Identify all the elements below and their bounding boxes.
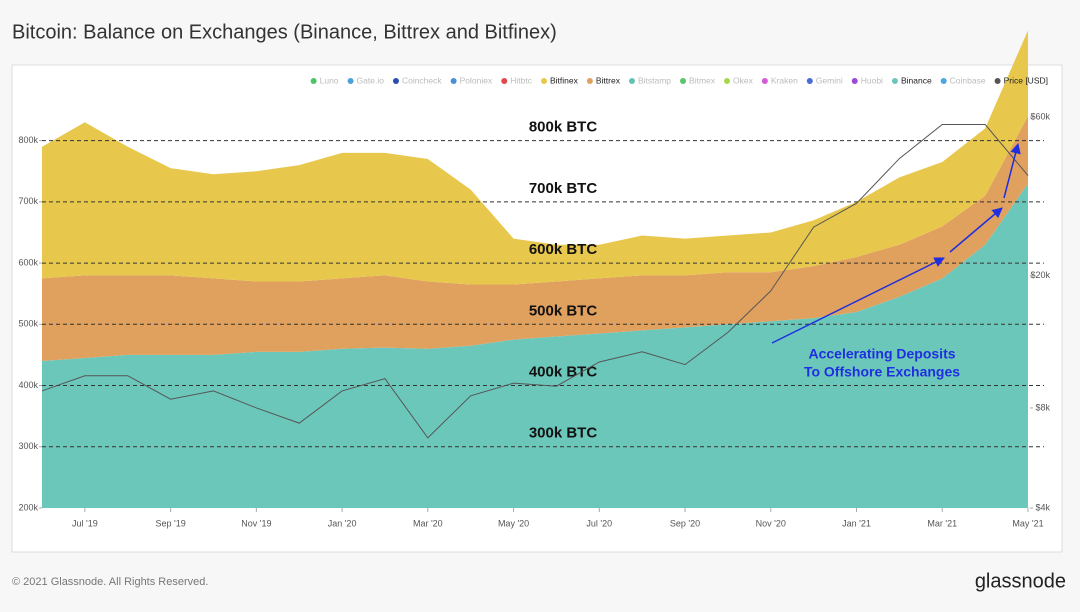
- legend-swatch: [680, 78, 687, 84]
- reference-label: 400k BTC: [529, 364, 598, 381]
- legend-label: Gemini: [816, 75, 843, 85]
- legend-label: Price [USD]: [1004, 75, 1048, 85]
- x-tick-label: Sep '20: [670, 518, 700, 528]
- y-tick-label: 300k: [18, 441, 38, 451]
- y-tick-label: 400k: [18, 380, 38, 390]
- chart-title: Bitcoin: Balance on Exchanges (Binance, …: [12, 21, 557, 43]
- y2-tick-label: $8k: [1035, 402, 1050, 412]
- legend-swatch: [628, 78, 635, 84]
- area: [42, 30, 1028, 285]
- x-tick-label: Nov '20: [756, 518, 786, 528]
- area: [42, 183, 1028, 508]
- y2-tick-label: $20k: [1030, 270, 1050, 280]
- legend-swatch: [761, 78, 768, 84]
- legend-label: Luno: [320, 75, 339, 85]
- x-tick-label: Nov '19: [241, 518, 271, 528]
- y-tick-label: 200k: [18, 502, 38, 512]
- x-tick-label: May '21: [1012, 518, 1043, 528]
- arrow: [1003, 142, 1021, 199]
- legend-swatch: [940, 78, 947, 84]
- y-tick-label: 600k: [18, 257, 38, 267]
- reference-label: 700k BTC: [529, 180, 598, 197]
- legend-swatch: [540, 78, 547, 84]
- x-tick-label: Mar '20: [413, 518, 443, 528]
- legend-swatch: [851, 78, 858, 84]
- legend-label: Coinbase: [950, 75, 986, 85]
- x-tick-label: Jul '19: [72, 518, 98, 528]
- legend-label: Huobi: [861, 75, 883, 85]
- annotation: To Offshore Exchanges: [804, 364, 960, 380]
- legend-label: Binance: [901, 75, 932, 85]
- legend-swatch: [310, 78, 317, 84]
- annotation: Accelerating Deposits: [808, 346, 955, 362]
- legend-label: Poloniex: [460, 75, 493, 85]
- reference-label: 500k BTC: [529, 302, 598, 319]
- legend-label: Kraken: [771, 75, 798, 85]
- x-tick-label: Jul '20: [586, 518, 612, 528]
- legend-label: Hitbtc: [510, 75, 532, 85]
- logo: glassnode: [975, 570, 1066, 592]
- y-tick-label: 700k: [18, 196, 38, 206]
- y-tick-label: 800k: [18, 135, 38, 145]
- y-tick-label: 500k: [18, 319, 38, 329]
- plot: 300k BTC 400k BTC 500k BTC 600k BTC 700k BTC…: [18, 30, 1050, 528]
- legend-swatch: [347, 78, 354, 84]
- reference-label: 800k BTC: [529, 119, 598, 136]
- legend-label: Coincheck: [402, 75, 442, 85]
- legend-label: Bittrex: [596, 75, 621, 85]
- reference-label: 300k BTC: [529, 425, 598, 442]
- x-tick-label: Jan '21: [842, 518, 871, 528]
- price-line: [41, 123, 1029, 439]
- legend-label: Okex: [733, 75, 754, 85]
- x-tick-label: Sep '19: [155, 518, 185, 528]
- legend-swatch: [806, 78, 813, 84]
- x-tick-label: May '20: [498, 518, 529, 528]
- legend-swatch: [891, 78, 898, 84]
- y2-tick-label: $60k: [1030, 111, 1050, 121]
- area: [42, 116, 1028, 362]
- legend-swatch: [586, 78, 593, 84]
- x-tick-label: Mar '21: [927, 518, 957, 528]
- arrow: [949, 207, 1003, 253]
- footer: © 2021 Glassnode. All Rights Reserved.: [12, 576, 208, 588]
- legend-label: Bitstamp: [638, 75, 671, 85]
- legend-swatch: [994, 78, 1001, 84]
- legend-swatch: [450, 78, 457, 84]
- legend-label: Bitfinex: [550, 75, 579, 85]
- legend-swatch: [392, 78, 399, 84]
- legend-swatch: [724, 78, 731, 84]
- reference-label: 600k BTC: [529, 241, 598, 258]
- x-tick-label: Jan '20: [328, 518, 357, 528]
- arrow: [771, 257, 945, 344]
- legend-label: Bitmex: [689, 75, 716, 85]
- legend-label: Gate.io: [357, 75, 385, 85]
- y2-tick-label: $4k: [1035, 502, 1050, 512]
- legend-swatch: [501, 78, 508, 84]
